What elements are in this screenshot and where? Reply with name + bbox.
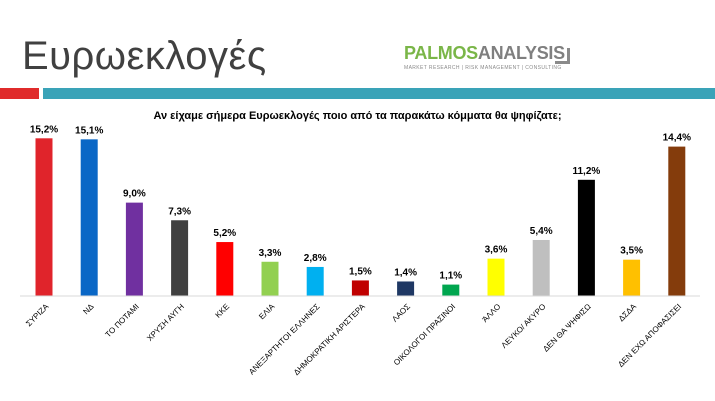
bar-3 (125, 202, 143, 296)
value-label-3: 9,0% (123, 189, 146, 200)
chart-title: Αν είχαμε σήμερα Ευρωεκλογές ποιο από τα… (153, 110, 562, 122)
bar-4 (171, 220, 189, 296)
category-label-6: ΕΛΙΑ (257, 302, 277, 322)
value-label-12: 5,4% (530, 226, 553, 237)
bar-1 (35, 138, 53, 296)
bar-15 (668, 146, 686, 296)
value-label-5: 5,2% (213, 228, 236, 239)
bar-5 (216, 242, 234, 296)
category-label-1: ΣΥΡΙΖΑ (24, 302, 51, 329)
value-label-8: 1,5% (349, 266, 372, 277)
value-label-15: 14,4% (663, 133, 691, 144)
bar-6 (261, 261, 279, 296)
bar-8 (351, 280, 369, 296)
teal-accent-band (43, 88, 715, 99)
slide-title: Ευρωεκλογές (22, 34, 267, 78)
bars-group (35, 138, 686, 296)
category-label-2: ΝΔ (81, 302, 96, 317)
value-label-9: 1,4% (394, 267, 417, 278)
logo-wordmark: PALMOSANALYSIS (404, 44, 574, 62)
bar-10 (442, 284, 460, 296)
value-label-1: 15,2% (30, 124, 58, 135)
value-label-14: 3,5% (620, 246, 643, 257)
category-label-14: ΔΣΔΑ (617, 302, 639, 324)
category-label-12: ΛΕΥΚΟ/ ΑΚΥΡΟ (500, 302, 548, 350)
value-label-11: 3,6% (485, 245, 508, 256)
value-label-6: 3,3% (259, 248, 282, 259)
logo-name-part1: PALMOS (404, 43, 478, 63)
bar-9 (397, 281, 415, 296)
bar-14 (623, 259, 641, 296)
category-labels-group: ΣΥΡΙΖΑ ΝΔ ΤΟ ΠΟΤΑΜΙ ΧΡΥΣΗ ΑΥΓΗ ΚΚΕ ΕΛΙΑΑΝΕΞΑΡ… (24, 302, 683, 377)
value-label-2: 15,1% (75, 125, 103, 136)
category-label-3: ΤΟ ΠΟΤΑΜΙ (104, 302, 141, 339)
palmos-analysis-logo: PALMOSANALYSIS MARKET RESEARCH | RISK MA… (404, 44, 574, 80)
category-label-9: ΛΑΟΣ (390, 302, 412, 324)
category-label-5: ΚΚΕ (214, 302, 232, 320)
value-label-7: 2,8% (304, 253, 327, 264)
value-label-10: 1,1% (439, 271, 462, 282)
logo-tagline: MARKET RESEARCH | RISK MANAGEMENT | CONS… (404, 65, 562, 71)
bar-13 (577, 179, 595, 296)
value-labels-group: 15,2% 15,1% 9,0% 7,3% 5,2% 3,3% 2,8% 1,5% 1,4% 1,… (30, 124, 691, 281)
bar-2 (80, 139, 98, 296)
category-label-4: ΧΡΥΣΗ ΑΥΓΗ (145, 302, 186, 343)
bar-7 (306, 266, 324, 296)
value-label-4: 7,3% (168, 206, 191, 217)
category-label-13: ΔΕΝ ΘΑ ΨΗΦΙΣΩ (541, 302, 593, 354)
logo-name-part2: ANALYSIS (477, 43, 565, 63)
bar-12 (532, 239, 550, 296)
value-label-13: 11,2% (572, 166, 600, 177)
bar-11 (487, 258, 505, 296)
category-label-11: ΆΛΛΟ (480, 302, 502, 324)
logo-bracket-icon (555, 48, 570, 64)
red-accent-band (0, 88, 39, 99)
